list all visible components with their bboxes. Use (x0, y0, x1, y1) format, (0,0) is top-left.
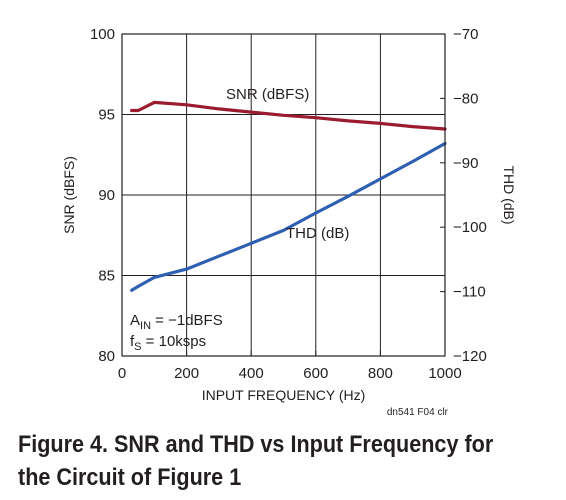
annotation-ain: AIN = −1dBFS (130, 312, 223, 332)
x-axis-title: INPUT FREQUENCY (Hz) (202, 387, 366, 403)
y-right-tick-label: −90 (453, 155, 478, 172)
y-right-tick-label: −100 (453, 219, 487, 236)
x-tick-label: 0 (118, 365, 126, 382)
snr-series-line (130, 100, 447, 131)
series-label-snr: SNR (dBFS) (226, 86, 309, 103)
snr-thd-chart: 0 200 400 600 800 1000 80 85 90 95 100 −120 −110 −100… (61, 26, 517, 418)
y-left-tick-label: 85 (98, 268, 115, 285)
x-tick-label: 600 (303, 365, 328, 382)
y-right-tick-label: −70 (453, 26, 478, 43)
fs-value: = 10ksps (142, 333, 207, 350)
fs-sub: S (134, 341, 141, 353)
y-right-tick-label: −120 (453, 348, 487, 365)
annotation-fs: fS = 10ksps (130, 333, 206, 353)
y-right-axis-title: THD (dB) (501, 165, 517, 224)
fs-main: f (130, 333, 135, 350)
ain-value: = −1dBFS (151, 312, 223, 329)
y-left-tick-label: 90 (98, 187, 115, 204)
y-left-tick-label: 95 (98, 107, 115, 124)
figure-caption: Figure 4. SNR and THD vs Input Frequency… (18, 431, 494, 491)
x-tick-label: 800 (368, 365, 393, 382)
tick-layer: 0 200 400 600 800 1000 80 85 90 95 100 −120 −110 −100… (90, 26, 487, 382)
y-left-tick-label: 100 (90, 26, 115, 43)
x-tick-label: 1000 (428, 365, 461, 382)
series-layer (130, 100, 447, 292)
y-left-axis-title: SNR (dBFS) (61, 156, 77, 234)
y-right-tick-label: −80 (453, 90, 478, 107)
figure-id: dn541 F04 clr (387, 407, 449, 418)
y-left-tick-label: 80 (98, 348, 115, 365)
series-label-thd: THD (dB) (286, 225, 349, 242)
ain-main: A (130, 312, 140, 329)
x-tick-label: 200 (174, 365, 199, 382)
x-tick-label: 400 (239, 365, 264, 382)
ain-sub: IN (140, 320, 151, 332)
thd-series-line (130, 141, 447, 292)
y-right-tick-label: −110 (453, 284, 486, 301)
grid-layer (122, 34, 445, 356)
